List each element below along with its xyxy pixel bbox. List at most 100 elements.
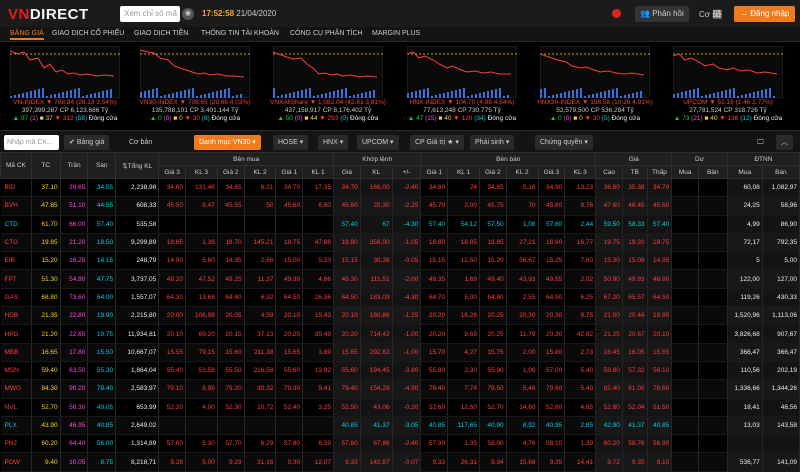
col-header[interactable]: KL 2	[243, 165, 277, 179]
col-ref[interactable]: TC	[30, 152, 61, 179]
index-panel[interactable]: UPCOM ▼ 51.16 (1.46 2.77%) 27,781,524 CP…	[668, 42, 788, 130]
symbol-cell[interactable]: MWG	[0, 379, 32, 399]
symbol-cell[interactable]: MBB	[0, 343, 32, 362]
table-row[interactable]: EIB 15.20 16.25 14.15 248,79 14.90 5,60 14.95 2,…	[0, 251, 800, 271]
col-header[interactable]: KL 1	[302, 165, 335, 179]
col-symbol[interactable]: Mã CK	[0, 152, 32, 179]
hnx-dropdown[interactable]: HNX ▾	[318, 135, 349, 150]
display-icon[interactable]: 🖵	[757, 139, 764, 146]
col-header[interactable]: KL	[359, 165, 393, 179]
upcom-dropdown[interactable]: UPCOM ▾	[357, 135, 399, 150]
symbol-cell[interactable]: CTG	[0, 233, 32, 253]
table-cell: 40.85	[87, 416, 117, 436]
table-cell: 12,07	[302, 452, 335, 472]
table-cell: 78.40	[87, 379, 117, 399]
table-row[interactable]: POW 9.40 10.05 8.75 8,218,71 9.28 5,00 9.29 31,1…	[0, 452, 800, 472]
col-header[interactable]: Mua	[671, 165, 699, 179]
symbol-search-input[interactable]: Xem chỉ số mã	[120, 6, 180, 22]
nav-money-trading[interactable]: GIAO DỊCH TIỀN	[134, 30, 189, 37]
table-row[interactable]: MBB 16.65 17.80 15.50 10,667,07 15.55 79,15 15.…	[0, 343, 800, 362]
symbol-cell[interactable]: BID	[0, 178, 32, 198]
table-row[interactable]: MSN 59.40 63.50 55.30 1,864,04 55.40 53,58 55.5…	[0, 361, 800, 381]
table-row[interactable]: CTG 19.85 21.20 18.50 9,299,89 18.65 1,36 18.70…	[0, 233, 800, 253]
table-row[interactable]: MWG 84.30 90.20 78.40 2,583,97 79.10 8,96 79.20…	[0, 379, 800, 399]
nav-price-board[interactable]: BẢNG GIÁ	[10, 30, 44, 40]
table-row[interactable]: PNJ 60.20 64.40 56.00 1,314,89 57.60 5,30 57.70…	[0, 434, 800, 454]
warrants-dropdown[interactable]: Chứng quyền ▾	[535, 135, 593, 150]
col-header[interactable]: Giá 2	[478, 165, 507, 179]
vietnam-flag-icon[interactable]	[612, 9, 621, 18]
table-row[interactable]: FPT 51.30 54.80 47.75 3,737,05 49.20 47,52 49.2…	[0, 269, 800, 289]
col-header[interactable]: TB	[621, 165, 648, 179]
basic-label[interactable]: Cơ sở	[699, 10, 722, 19]
table-cell: -2.40	[392, 434, 422, 454]
col-header[interactable]: Thấp	[646, 165, 673, 179]
col-ceiling[interactable]: Trần	[59, 152, 89, 179]
col-floor[interactable]: Sàn	[87, 152, 117, 179]
symbol-input[interactable]: Nhập mã CK...	[4, 135, 59, 150]
login-button[interactable]: → Đăng nhập	[734, 6, 796, 22]
symbol-cell[interactable]: MSN	[0, 361, 32, 381]
table-cell	[671, 196, 699, 216]
col-header[interactable]: KL 3	[185, 165, 218, 179]
price-board-toggle[interactable]: ✔ Bảng giá	[64, 135, 110, 150]
index-panel[interactable]: VN30-INDEX ▼ 708.65 (29.66 4.03%) 135,78…	[135, 42, 255, 130]
index-panel[interactable]: HNX-INDEX ▼ 104.70 (4.98 4.54%) 77,613,2…	[402, 42, 522, 130]
symbol-cell[interactable]: CTD	[0, 215, 32, 234]
value-stocks-dropdown[interactable]: CP Giá trị ★ ▾	[410, 135, 464, 150]
symbol-cell[interactable]: NVL	[0, 398, 32, 417]
nav-stock-trading[interactable]: GIAO DỊCH CỔ PHIẾU	[52, 30, 125, 37]
hose-dropdown[interactable]: HOSE ▾	[273, 135, 309, 150]
col-header[interactable]: Cao	[595, 165, 623, 179]
col-header[interactable]: Mua	[726, 165, 763, 179]
symbol-cell[interactable]: EIB	[0, 251, 32, 271]
table-row[interactable]: HPG 21.20 22.65 19.75 11,934,81 20.10 69,20 20.…	[0, 324, 800, 344]
col-header[interactable]: KL 3	[564, 165, 597, 179]
symbol-cell[interactable]: FPT	[0, 269, 32, 289]
symbol-cell[interactable]: HDB	[0, 306, 32, 326]
col-header[interactable]: Giá 1	[420, 165, 449, 179]
nav-account-info[interactable]: THÔNG TIN TÀI KHOẢN	[201, 30, 279, 37]
nav-margin-plus[interactable]: MARGIN PLUS	[372, 30, 421, 37]
col-header[interactable]: Bán	[761, 165, 800, 179]
col-header[interactable]: Bán	[697, 165, 728, 179]
symbol-cell[interactable]: POW	[0, 452, 32, 472]
col-header[interactable]: Giá 2	[216, 165, 245, 179]
table-row[interactable]: GAS 68.80 73.60 64.00 1,557,07 64.30 13,68 64.4…	[0, 288, 800, 308]
table-row[interactable]: BID 37.10 39.65 34.55 2,238,98 34.60 131,46 34.…	[0, 178, 800, 198]
col-header[interactable]: Giá 3	[537, 165, 566, 179]
feedback-button[interactable]: 👥 Phản hồi	[635, 6, 689, 22]
index-panel[interactable]: VNXAllShare ▼ 1,082.04 (42.81 3.81%) 437…	[268, 42, 388, 130]
eye-icon[interactable]: ◉	[182, 8, 194, 20]
symbol-cell[interactable]: PLX	[0, 416, 32, 436]
col-header[interactable]: +/-	[391, 165, 422, 179]
symbol-cell[interactable]: HPG	[0, 324, 32, 344]
col-header[interactable]: Giá 3	[158, 165, 187, 179]
table-row[interactable]: BVH 47.85 51.10 44.55 608,33 45.50 6,47 45.55 50…	[0, 196, 800, 216]
table-row[interactable]: HDB 21.35 22.80 19.90 2,215,80 20.00 106,98 20.…	[0, 306, 800, 326]
vn30-list-dropdown[interactable]: Danh mục VN30 ▾	[194, 135, 261, 150]
table-cell	[762, 434, 800, 454]
index-panel[interactable]: HNX30-INDEX ▼ 198.58 (10.26 4.91%) 52,57…	[535, 42, 655, 130]
col-header[interactable]: KL 2	[505, 165, 539, 179]
symbol-cell[interactable]: GAS	[0, 288, 32, 308]
col-total-volume[interactable]: ⇅Tổng KL	[115, 152, 160, 179]
vndirect-logo[interactable]: VNDIRECT	[8, 6, 89, 23]
symbol-cell[interactable]: PNJ	[0, 434, 32, 454]
table-row[interactable]: NVL 52.70 56.30 49.05 653,99 52.20 4,00 52.30 10…	[0, 398, 800, 417]
col-header[interactable]: Giá	[333, 165, 361, 179]
symbol-cell[interactable]: BVH	[0, 196, 32, 216]
index-panel[interactable]: VN-INDEX ▼ 768.84 (28.13 3.54%) 397,399,…	[5, 42, 125, 130]
col-header[interactable]: KL 1	[447, 165, 480, 179]
table-cell: 5,41	[302, 379, 335, 399]
collapse-icon[interactable]: ︿	[776, 135, 793, 150]
table-row[interactable]: PLX 43.90 46.95 40.85 2,649,02 40.85 41,37 -3.0…	[0, 416, 800, 436]
apps-grid-icon[interactable]: ▦	[712, 8, 723, 20]
col-header[interactable]: Giá 1	[275, 165, 304, 179]
nav-analysis-tools[interactable]: CÔNG CỤ PHÂN TÍCH	[290, 30, 363, 37]
table-row[interactable]: CTD 61.70 66.00 57.40 535,58 57.40 67 -4.30 57.4…	[0, 215, 800, 234]
basic-tab[interactable]: Cơ bản	[129, 139, 153, 146]
table-cell: 20.44	[622, 306, 648, 326]
table-cell	[217, 215, 245, 234]
derivatives-dropdown[interactable]: Phái sinh ▾	[470, 135, 515, 150]
